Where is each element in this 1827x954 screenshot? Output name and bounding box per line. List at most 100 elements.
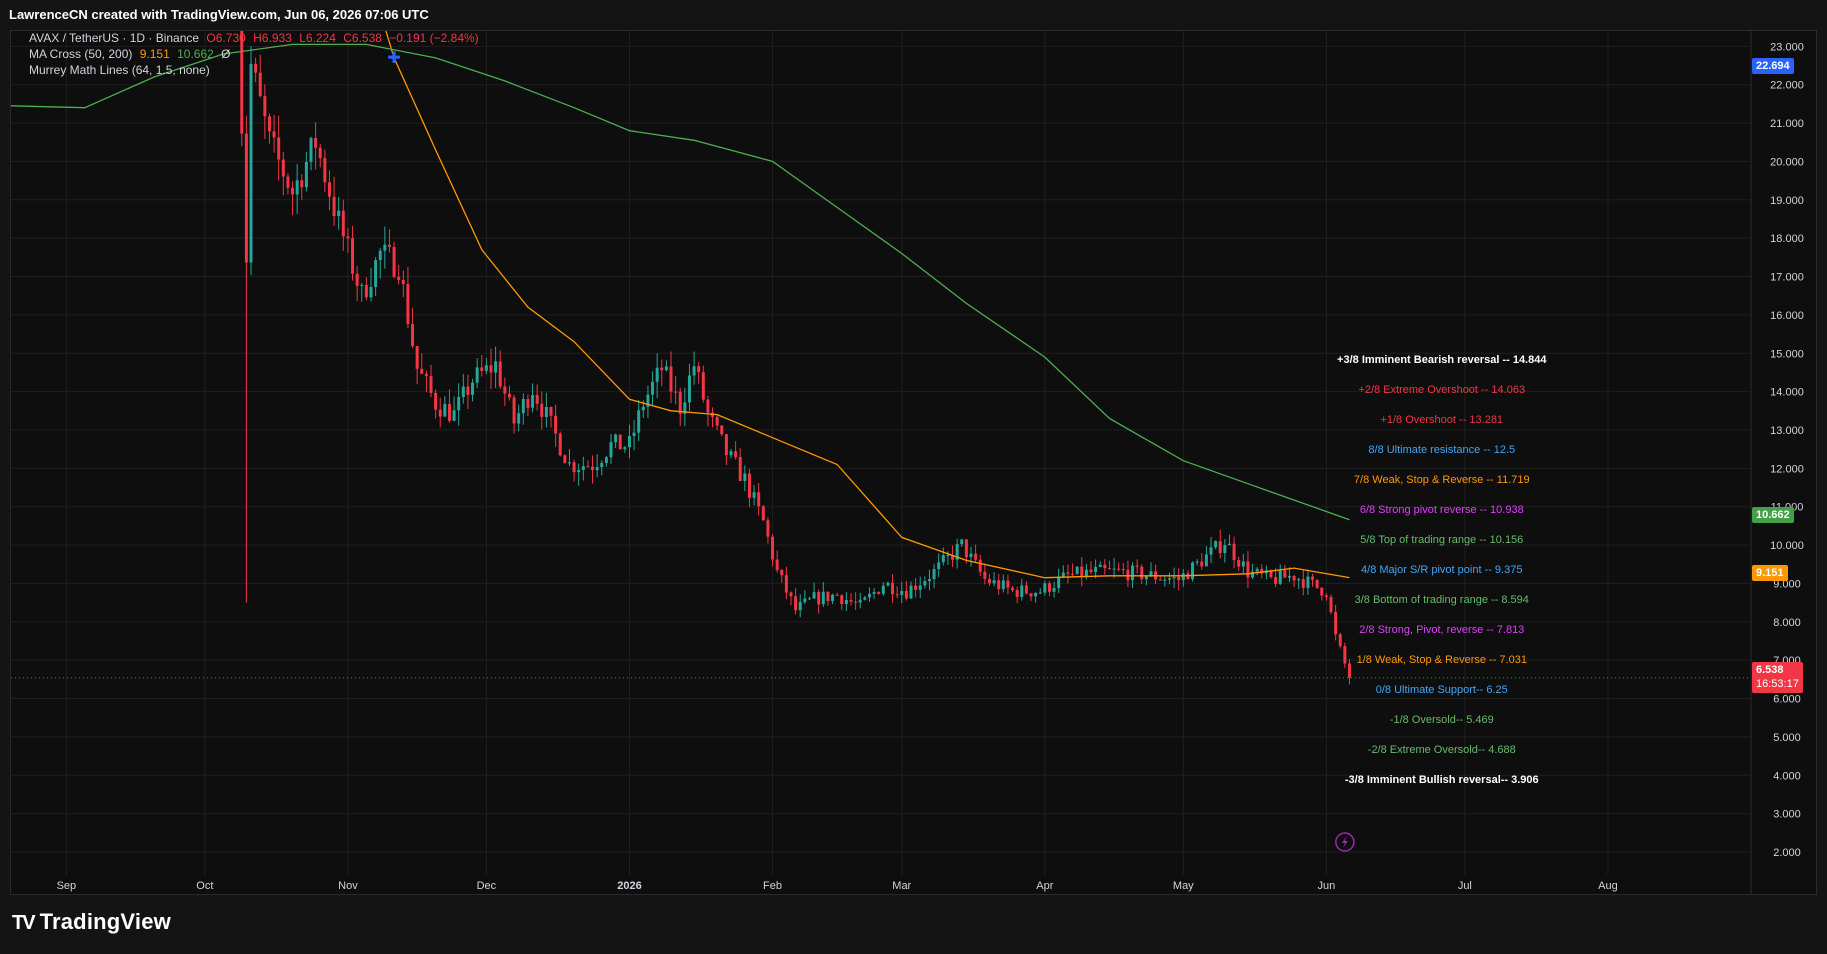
x-tick-label: Feb: [763, 880, 782, 892]
candle-body: [1278, 570, 1282, 584]
candle-body: [641, 406, 645, 411]
candle-body: [577, 469, 581, 473]
candle-body: [932, 569, 936, 580]
candle-body: [415, 346, 419, 369]
candle-body: [397, 276, 401, 280]
candle-body: [364, 284, 368, 298]
candle-body: [244, 133, 248, 263]
candle-body: [531, 395, 535, 408]
candle-body: [263, 96, 267, 117]
candle-body: [1047, 583, 1051, 592]
chart-area[interactable]: 2.0003.0004.0005.0006.0007.0008.0009.000…: [10, 30, 1817, 895]
candle-body: [992, 580, 996, 584]
candle-body: [1195, 561, 1199, 563]
footer: TV TradingView: [0, 895, 1827, 954]
ma-cross-marker: ✚: [387, 48, 400, 67]
candle-body: [1311, 576, 1315, 580]
event-bolt-icon: [1335, 832, 1355, 852]
candle-body: [678, 391, 682, 414]
candle-body: [978, 559, 982, 572]
y-tick-label: 10.000: [1770, 540, 1804, 552]
candle-body: [581, 466, 585, 470]
candle-body: [1283, 570, 1287, 578]
y-tick-label: 18.000: [1770, 233, 1804, 245]
y-tick-label: 8.000: [1773, 617, 1801, 629]
candle-body: [291, 187, 295, 195]
y-tick-label: 15.000: [1770, 348, 1804, 360]
candle-body: [987, 578, 991, 584]
candle-body: [734, 451, 738, 458]
candle-body: [420, 368, 424, 374]
x-tick-label: Oct: [196, 880, 213, 892]
candle-body: [498, 361, 502, 387]
x-tick-label: Jul: [1458, 880, 1472, 892]
candle-body: [1320, 587, 1324, 596]
candle-body: [401, 279, 405, 284]
candle-body: [803, 598, 807, 603]
candle-body: [567, 462, 571, 464]
candle-body: [1324, 595, 1328, 597]
candle-body: [784, 575, 788, 593]
candle-body: [840, 595, 844, 605]
candle-body: [724, 434, 728, 456]
candle-body: [794, 596, 798, 611]
candle-body: [766, 520, 770, 537]
legend-murrey-label[interactable]: Murrey Math Lines (64, 1.5, none): [29, 63, 210, 77]
candle-body: [591, 466, 595, 471]
candle-body: [1315, 579, 1319, 588]
candle-body: [517, 413, 521, 424]
legend-symbol-row[interactable]: AVAX / TetherUS · 1D · Binance O6.730 H6…: [29, 31, 479, 45]
candle-body: [775, 559, 779, 570]
legend-ma-slow: 10.662: [177, 47, 214, 61]
tradingview-logo[interactable]: TV TradingView: [12, 909, 171, 935]
candle-body: [1098, 564, 1102, 567]
murrey-level-label: 7/8 Weak, Stop & Reverse -- 11.719: [1354, 474, 1530, 486]
legend-symbol[interactable]: AVAX / TetherUS · 1D · Binance: [29, 31, 200, 45]
candle-body: [687, 375, 691, 403]
candle-body: [983, 571, 987, 579]
candle-body: [858, 599, 862, 603]
candle-body: [1057, 576, 1061, 589]
candle-body: [1232, 543, 1236, 561]
legend-high: H6.933: [253, 31, 292, 45]
candle-body: [526, 398, 530, 408]
y-tick-label: 20.000: [1770, 156, 1804, 168]
candle-body: [1131, 565, 1135, 581]
price-chart[interactable]: 2.0003.0004.0005.0006.0007.0008.0009.000…: [11, 31, 1816, 894]
candle-body: [743, 473, 747, 481]
candle-body: [286, 176, 290, 188]
legend-change: −0.191 (−2.84%): [389, 31, 479, 45]
y-tick-label: 4.000: [1773, 770, 1801, 782]
candle-body: [392, 246, 396, 277]
candle-body: [512, 397, 516, 424]
candle-body: [424, 373, 428, 377]
candle-body: [877, 591, 881, 594]
legend-murrey-row[interactable]: Murrey Math Lines (64, 1.5, none): [29, 63, 210, 77]
y-tick-label: 23.000: [1770, 41, 1804, 53]
candle-body: [323, 158, 327, 183]
candle-body: [438, 409, 442, 417]
candle-body: [807, 598, 811, 600]
candle-body: [1209, 547, 1213, 555]
candle-body: [651, 381, 655, 395]
candle-body: [471, 382, 475, 395]
candle-body: [771, 536, 775, 560]
candle-body: [1301, 579, 1305, 588]
murrey-level-label: 6/8 Strong pivot reverse -- 10.938: [1360, 504, 1524, 516]
candle-body: [558, 433, 562, 456]
candle-body: [1066, 572, 1070, 574]
x-tick-label: Mar: [892, 880, 911, 892]
legend-ma-label[interactable]: MA Cross (50, 200): [29, 47, 133, 61]
candle-body: [1260, 568, 1264, 574]
candle-body: [1227, 543, 1231, 546]
murrey-level-label: 4/8 Major S/R pivot point -- 9.375: [1361, 564, 1522, 576]
x-tick-label: Aug: [1598, 880, 1618, 892]
candle-body: [646, 394, 650, 407]
candle-body: [554, 415, 558, 434]
candle-body: [318, 147, 322, 159]
candle-body: [1297, 579, 1301, 581]
y-tick-label: 22.000: [1770, 80, 1804, 92]
candle-body: [1135, 565, 1139, 567]
candle-body: [1084, 569, 1088, 577]
legend-ma-row[interactable]: MA Cross (50, 200) 9.151 10.662 Ø: [29, 47, 230, 61]
